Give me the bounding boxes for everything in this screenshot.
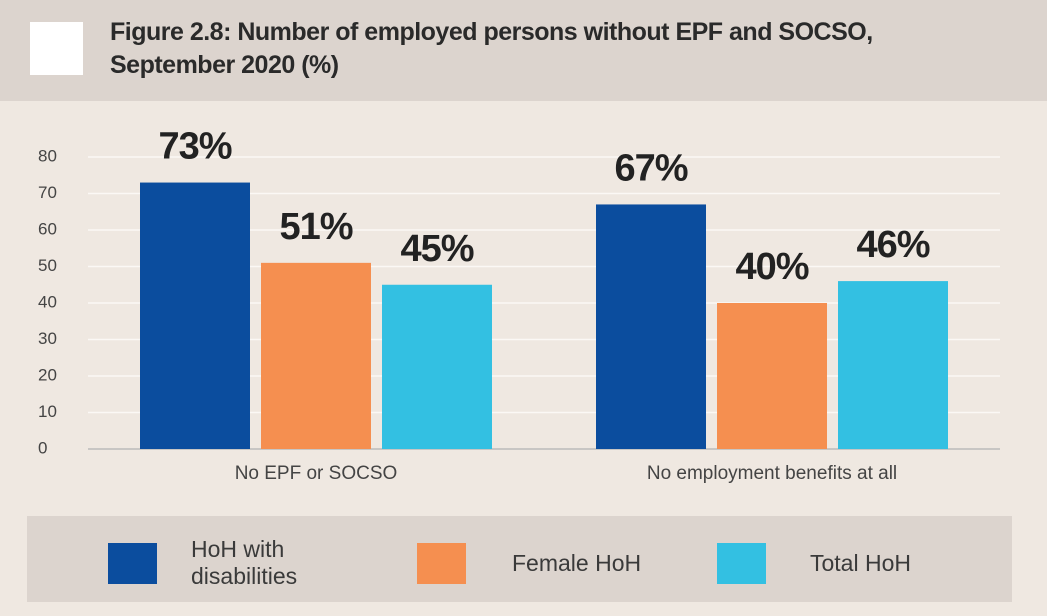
bar [596, 204, 706, 449]
value-label: 51% [279, 206, 352, 248]
value-label: 40% [735, 246, 808, 288]
y-tick-label: 30 [38, 329, 57, 348]
y-tick-label: 40 [38, 292, 57, 311]
legend-label: HoH with disabilities [191, 536, 298, 589]
bar [717, 303, 827, 449]
y-tick-label: 70 [38, 183, 57, 202]
value-label: 46% [856, 224, 929, 266]
legend-swatch [108, 543, 157, 584]
x-tick-label: No EPF or SOCSO [235, 463, 398, 484]
legend-band [27, 516, 1012, 602]
bar [261, 262, 371, 449]
legend-label: Total HoH [810, 550, 911, 576]
value-label: 73% [158, 126, 231, 168]
bar [140, 182, 250, 450]
y-tick-label: 10 [38, 402, 57, 421]
legend-swatch [417, 543, 466, 584]
bar [838, 281, 948, 449]
value-label: 45% [400, 228, 473, 270]
header-band [0, 0, 1047, 101]
y-tick-label: 0 [38, 438, 47, 457]
y-tick-label: 60 [38, 219, 57, 238]
x-tick-label: No employment benefits at all [647, 463, 897, 484]
chart-title: Figure 2.8: Number of employed persons w… [110, 18, 873, 79]
y-tick-label: 50 [38, 256, 57, 275]
y-tick-label: 20 [38, 365, 57, 384]
legend-swatch [717, 543, 766, 584]
value-label: 67% [614, 147, 687, 189]
legend-label: Female HoH [512, 550, 642, 576]
y-tick-label: 80 [38, 146, 57, 165]
bar [382, 284, 492, 449]
icon-square [30, 22, 83, 75]
